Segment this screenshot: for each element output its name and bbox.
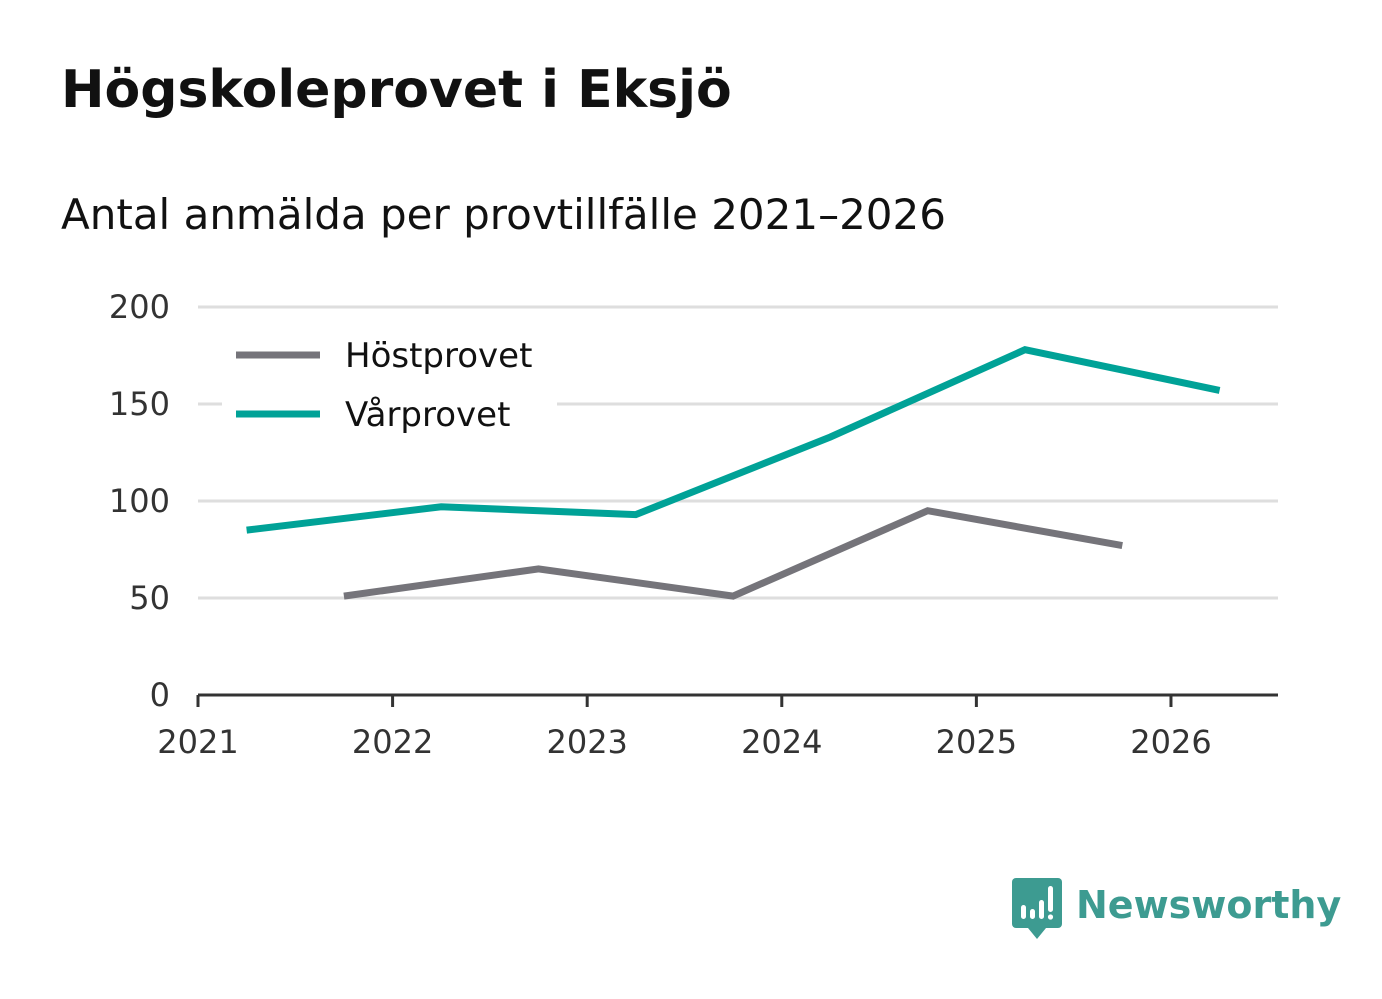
y-tick-label: 0 [150,676,170,714]
y-tick-label: 200 [109,288,170,326]
x-tick-label: 2022 [352,723,433,761]
series-line-hostprovet [343,507,1123,600]
x-axis: 2021 2022 2023 2024 2025 2026 [157,693,1278,761]
x-tick-label: 2025 [936,723,1017,761]
x-tick-label: 2026 [1130,723,1211,761]
y-tick-label: 100 [109,482,170,520]
legend-label: Höstprovet [345,336,532,376]
series-line-varprovet [246,346,1221,534]
x-tick-label: 2021 [157,723,238,761]
chart-subtitle: Antal anmälda per provtillfälle 2021–202… [61,190,946,239]
legend: Höstprovet Vårprovet [222,325,557,445]
y-tick-label: 150 [109,385,170,423]
x-tick-label: 2024 [741,723,822,761]
x-tick-label: 2023 [546,723,627,761]
newsworthy-logo-icon [1012,878,1062,939]
chart-title: Högskoleprovet i Eksjö [61,60,732,120]
grid-lines: 0 50 100 150 200 [109,288,1278,714]
y-tick-label: 50 [129,579,170,617]
series-lines [246,346,1221,600]
legend-background [222,325,557,445]
brand-name: Newsworthy [1076,883,1342,927]
legend-label: Vårprovet [345,395,510,435]
brand-logo: Newsworthy [1012,877,1341,941]
